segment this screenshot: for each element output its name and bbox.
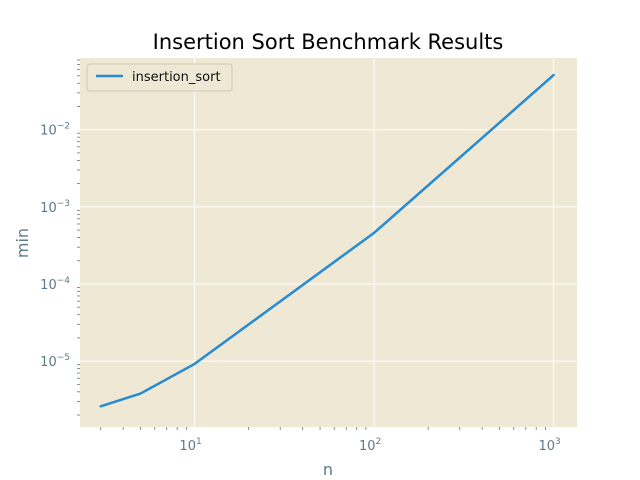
x-tick-exponent: 3 <box>555 437 561 447</box>
x-tick-base: 10 <box>179 439 196 454</box>
y-tick-base: 10 <box>40 355 57 370</box>
series-layer <box>99 73 555 408</box>
y-tick-label: 10−3 <box>40 199 70 216</box>
x-tick-label: 101 <box>179 437 201 454</box>
y-tick-exponent: −3 <box>57 199 70 209</box>
x-tick-exponent: 1 <box>196 437 202 447</box>
x-tick-label: 102 <box>359 437 381 454</box>
y-tick-label: 10−4 <box>40 276 70 293</box>
grid <box>80 58 577 427</box>
y-tick-exponent: −4 <box>57 276 71 286</box>
series-line-insertion_sort <box>99 73 555 408</box>
y-tick-base: 10 <box>40 201 57 216</box>
legend-box <box>86 63 233 92</box>
y-tick-base: 10 <box>40 124 57 139</box>
legend: insertion_sort <box>86 63 233 92</box>
y-tick-exponent: −5 <box>57 353 70 363</box>
x-tick-base: 10 <box>538 439 555 454</box>
x-tick-label: 103 <box>538 437 560 454</box>
x-tick-base: 10 <box>359 439 376 454</box>
x-tick-exponent: 2 <box>375 437 381 447</box>
y-axis-label: min <box>13 228 32 258</box>
minor-ticks <box>77 59 546 430</box>
x-axis-label: n <box>323 460 333 479</box>
legend-label: insertion_sort <box>132 70 221 85</box>
y-tick-exponent: −2 <box>57 122 70 132</box>
y-tick-label: 10−2 <box>40 122 70 139</box>
y-tick-label: 10−5 <box>40 353 70 370</box>
chart-title: Insertion Sort Benchmark Results <box>153 30 504 54</box>
plot-area <box>80 58 577 427</box>
y-tick-base: 10 <box>40 278 57 293</box>
